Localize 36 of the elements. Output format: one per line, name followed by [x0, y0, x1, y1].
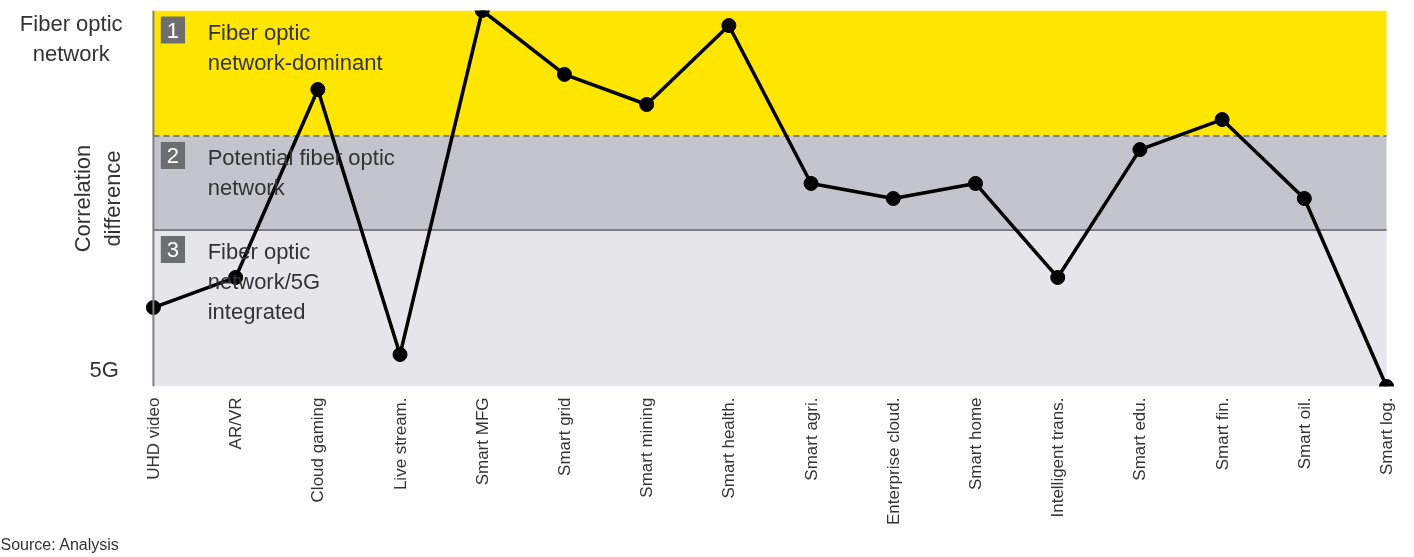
x-tick-label: Smart log.: [1377, 397, 1397, 475]
point: [885, 191, 901, 206]
x-tick-label: Smart grid: [554, 397, 574, 476]
x-tick-label: Smart agri.: [801, 397, 821, 481]
point: [803, 175, 819, 191]
text: 5G: [89, 357, 119, 383]
x-tick-label: Smart edu.: [1130, 397, 1150, 481]
point: [1132, 142, 1148, 158]
x-tick-label: Intelligent trans.: [1048, 397, 1068, 518]
x-tick-label: Smart MFG: [472, 397, 492, 486]
x-tick-label: Enterprise cloud.: [883, 397, 903, 526]
x-tick-label: AR/VR: [226, 397, 246, 450]
x-tick-label: Smart oil.: [1294, 397, 1314, 470]
annotation: 1: [166, 17, 180, 43]
x-tick-label: Smart home: [966, 397, 985, 491]
x-tick-label: Cloud gaming: [308, 397, 328, 503]
point: [968, 175, 983, 191]
point: [1050, 269, 1066, 285]
point: [721, 18, 737, 34]
point: [1296, 191, 1312, 206]
x-tick-label: Smart fin.: [1212, 397, 1232, 471]
annotation: 2: [166, 143, 180, 169]
source-note: Source: Analysis: [0, 535, 119, 553]
x-tick-label: UHD video: [143, 397, 163, 480]
annotation: 3: [166, 237, 180, 263]
point: [556, 66, 572, 82]
point: [639, 97, 655, 112]
point: [392, 347, 408, 363]
y-axis-title: Correlation difference: [70, 144, 126, 253]
point: [1214, 112, 1230, 128]
x-tick-label: Smart mining: [637, 397, 657, 498]
text: Fiber optic network: [19, 10, 123, 66]
x-tick-label: Live stream.: [390, 397, 410, 491]
band-label: Fiber optic network-dominant: [207, 19, 383, 75]
x-tick-label: Smart health.: [719, 397, 739, 499]
point: [310, 81, 326, 97]
